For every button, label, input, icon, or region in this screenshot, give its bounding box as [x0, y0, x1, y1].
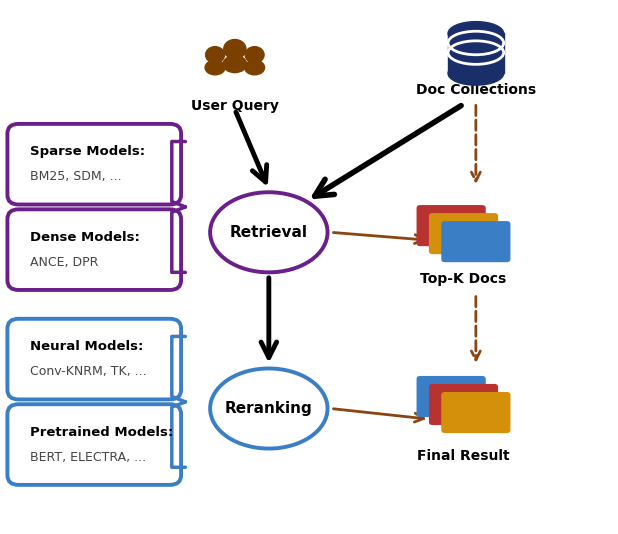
Ellipse shape — [448, 61, 504, 85]
FancyBboxPatch shape — [441, 221, 510, 262]
Circle shape — [224, 40, 246, 59]
Text: Dense Models:: Dense Models: — [30, 231, 140, 244]
Ellipse shape — [205, 60, 225, 75]
Ellipse shape — [245, 60, 265, 75]
Text: Top-K Docs: Top-K Docs — [420, 272, 507, 286]
FancyBboxPatch shape — [7, 319, 181, 399]
FancyBboxPatch shape — [417, 376, 486, 417]
Circle shape — [245, 46, 264, 63]
FancyBboxPatch shape — [7, 209, 181, 290]
Ellipse shape — [448, 21, 504, 45]
Ellipse shape — [223, 56, 247, 73]
Text: Neural Models:: Neural Models: — [30, 340, 143, 353]
Text: ANCE, DPR: ANCE, DPR — [30, 256, 98, 269]
FancyBboxPatch shape — [7, 404, 181, 485]
Text: Final Result: Final Result — [417, 449, 510, 462]
FancyBboxPatch shape — [429, 384, 498, 425]
FancyBboxPatch shape — [429, 213, 498, 254]
Text: Reranking: Reranking — [225, 401, 313, 416]
FancyBboxPatch shape — [441, 392, 510, 433]
Text: Conv-KNRM, TK, ...: Conv-KNRM, TK, ... — [30, 365, 146, 378]
Text: Sparse Models:: Sparse Models: — [30, 145, 145, 158]
FancyBboxPatch shape — [417, 205, 486, 246]
Text: Doc Collections: Doc Collections — [416, 83, 536, 97]
FancyBboxPatch shape — [7, 124, 181, 205]
Text: Pretrained Models:: Pretrained Models: — [30, 426, 173, 438]
Text: BERT, ELECTRA, ...: BERT, ELECTRA, ... — [30, 451, 146, 464]
Bar — [448, 33, 504, 73]
Text: BM25, SDM, ...: BM25, SDM, ... — [30, 170, 121, 183]
Text: User Query: User Query — [191, 99, 279, 113]
Text: Retrieval: Retrieval — [230, 225, 308, 240]
Circle shape — [206, 46, 224, 63]
